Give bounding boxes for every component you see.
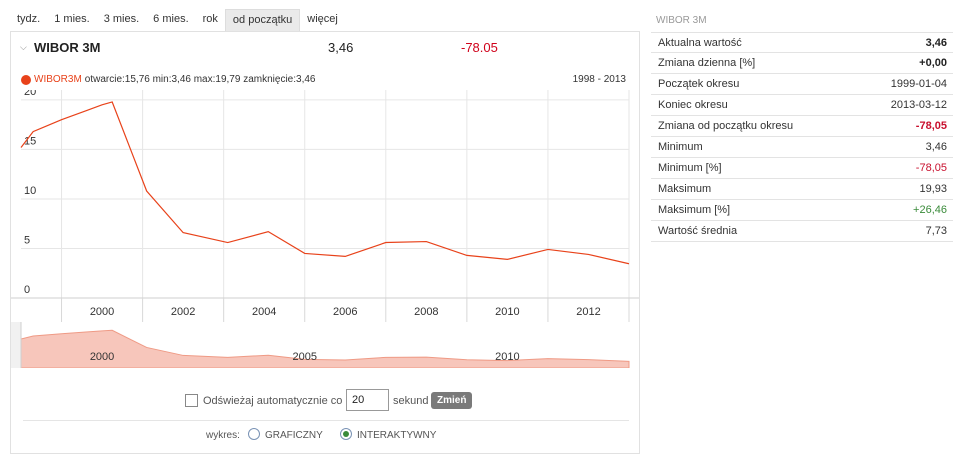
total-change: -78.05: [461, 40, 498, 55]
stats-table: Aktualna wartość 3,46 Zmiana dzienna [%] +0…: [651, 32, 953, 242]
stats-row: Początek okresu 1999-01-04: [651, 74, 953, 95]
navigator-chart[interactable]: 2000 2005 2010: [11, 322, 639, 368]
change-interval-button[interactable]: Zmień: [431, 392, 473, 409]
stats-label: Maksimum: [658, 183, 712, 195]
chart-header: ⌵ WIBOR 3M 3,46 -78.05: [11, 32, 639, 66]
interactive-mode-radio[interactable]: [340, 428, 352, 440]
x-tick-label: 2000: [90, 306, 114, 318]
tab-1-month[interactable]: 1 mies.: [54, 13, 90, 25]
divider: [23, 420, 629, 421]
stats-label: Zmiana od początku okresu: [658, 120, 794, 132]
stats-title: WIBOR 3M: [656, 15, 707, 26]
chart-mode-label: wykres:: [206, 430, 240, 441]
navigator-area: [20, 329, 630, 368]
graphic-mode-radio[interactable]: [248, 428, 260, 440]
chart-panel: ⌵ WIBOR 3M 3,46 -78.05 WIBOR3M otwarcie:…: [10, 31, 640, 454]
legend-stats: otwarcie:15,76 min:3,46 max:19,79 zamkni…: [84, 74, 316, 85]
y-tick-label: 20: [24, 90, 36, 98]
stats-value: +26,46: [913, 204, 947, 216]
interactive-mode-label[interactable]: INTERAKTYWNY: [357, 430, 437, 441]
navigator-tick-label: 2010: [495, 351, 519, 363]
stats-row: Aktualna wartość 3,46: [651, 32, 953, 53]
stats-label: Początek okresu: [658, 78, 740, 90]
chevron-down-icon[interactable]: ⌵: [20, 42, 27, 52]
stats-label: Maksimum [%]: [658, 204, 731, 216]
tab-6-months[interactable]: 6 mies.: [153, 13, 189, 25]
stats-row: Zmiana dzienna [%] +0,00: [651, 53, 953, 74]
navigator-tick-label: 2005: [292, 351, 316, 363]
x-tick-label: 2012: [576, 306, 600, 318]
x-tick-label: 2010: [495, 306, 519, 318]
stats-row: Koniec okresu 2013-03-12: [651, 95, 953, 116]
y-tick-label: 10: [24, 185, 36, 197]
x-tick-label: 2004: [252, 306, 276, 318]
x-tick-label: 2008: [414, 306, 438, 318]
main-chart[interactable]: 0 5 10 15 20 2000 2002 2004 2006 2008 2010 2012: [11, 90, 639, 328]
period-range: 1998 - 2013: [572, 74, 626, 85]
stats-value: 1999-01-04: [890, 78, 947, 90]
stats-row: Zmiana od początku okresu -78,05: [651, 116, 953, 137]
chart-legend: WIBOR3M otwarcie:15,76 min:3,46 max:19,7…: [21, 74, 315, 85]
period-tabs: tydz. 1 mies. 3 mies. 6 mies. rok od poc…: [10, 9, 345, 31]
stats-value: 19,93: [919, 183, 947, 195]
stats-label: Minimum [%]: [658, 162, 722, 174]
tab-week[interactable]: tydz.: [17, 13, 41, 25]
refresh-unit-label: sekund: [393, 395, 429, 407]
stats-label: Aktualna wartość: [658, 37, 742, 49]
stats-label: Koniec okresu: [658, 99, 728, 111]
stats-row: Maksimum 19,93: [651, 179, 953, 200]
y-tick-label: 0: [24, 284, 30, 296]
stats-row: Minimum 3,46: [651, 137, 953, 158]
stats-row: Maksimum [%] +26,46: [651, 200, 953, 221]
series-line: [20, 101, 630, 265]
chart-mode-selector: wykres: GRAFICZNY INTERAKTYWNY: [11, 428, 639, 444]
stats-row: Minimum [%] -78,05: [651, 158, 953, 179]
auto-refresh-checkbox[interactable]: [185, 394, 198, 407]
series-dot-icon: [21, 74, 31, 85]
refresh-controls: Odświeżaj automatycznie co sekund Zmień: [11, 389, 639, 413]
stats-value: 3,46: [925, 37, 947, 49]
x-tick-label: 2006: [333, 306, 357, 318]
graphic-mode-label[interactable]: GRAFICZNY: [265, 430, 323, 441]
current-value: 3,46: [328, 40, 354, 55]
navigator-left-handle: [11, 322, 21, 368]
stats-row: Wartość średnia 7,73: [651, 221, 953, 242]
stats-value: +0,00: [919, 57, 947, 69]
stats-value: -78,05: [915, 120, 947, 132]
stats-label: Zmiana dzienna [%]: [658, 57, 756, 69]
stats-value: 7,73: [925, 225, 947, 237]
stats-label: Wartość średnia: [658, 225, 738, 237]
x-tick-label: 2002: [171, 306, 195, 318]
stats-value: 2013-03-12: [890, 99, 947, 111]
refresh-interval-input[interactable]: [346, 389, 389, 411]
stats-value: -78,05: [915, 162, 947, 174]
tab-from-start[interactable]: od początku: [224, 9, 301, 31]
series-title: WIBOR 3M: [34, 40, 101, 55]
x-axis-band: [11, 298, 639, 324]
stats-value: 3,46: [925, 141, 947, 153]
tab-3-months[interactable]: 3 mies.: [103, 13, 140, 25]
auto-refresh-label: Odświeżaj automatycznie co: [203, 395, 343, 407]
navigator-tick-label: 2000: [90, 351, 114, 363]
legend-series-name[interactable]: WIBOR3M: [34, 74, 82, 85]
y-tick-label: 5: [24, 234, 30, 246]
tab-year[interactable]: rok: [202, 13, 218, 25]
stats-label: Minimum: [658, 141, 703, 153]
y-tick-label: 15: [24, 135, 36, 147]
tab-more[interactable]: więcej: [307, 13, 338, 25]
